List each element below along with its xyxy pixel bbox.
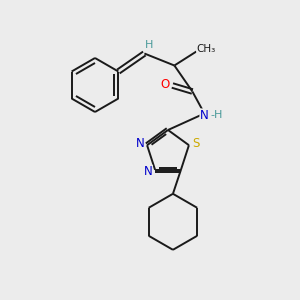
Text: -H: -H xyxy=(210,110,223,121)
Text: O: O xyxy=(161,78,170,91)
Text: H: H xyxy=(145,40,154,50)
Text: N: N xyxy=(144,165,152,178)
Text: S: S xyxy=(192,137,200,150)
Text: N: N xyxy=(200,109,209,122)
Text: N: N xyxy=(136,137,145,150)
Text: CH₃: CH₃ xyxy=(197,44,216,53)
